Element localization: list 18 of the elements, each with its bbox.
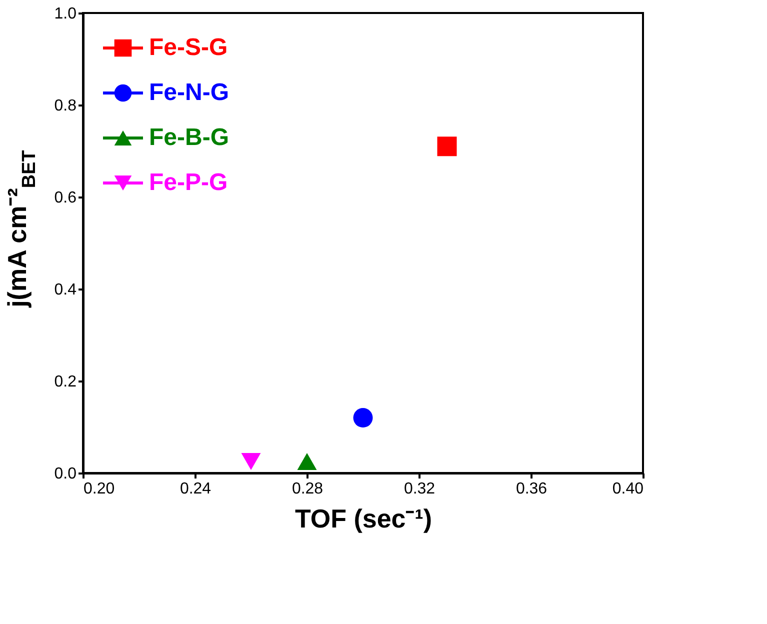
- x-axis-title: TOF (sec⁻¹): [294, 504, 432, 534]
- legend-label: Fe-P-G: [149, 169, 228, 196]
- y-tick-label: 0.4: [54, 282, 77, 298]
- legend-label: Fe-B-G: [149, 124, 229, 151]
- legend-label: Fe-N-G: [149, 79, 229, 106]
- x-tick-label: 0.28: [292, 480, 324, 498]
- y-tick-label: 0.2: [54, 374, 77, 390]
- y-tick-label: 1.0: [54, 6, 77, 22]
- legend-label: Fe-S-G: [149, 34, 228, 61]
- x-tick-label: 0.32: [404, 480, 436, 498]
- x-tick-label: 0.36: [516, 480, 548, 498]
- y-tick-label: 0.0: [54, 466, 77, 482]
- x-tick-label: 0.20: [84, 480, 115, 498]
- x-tick-label: 0.24: [180, 480, 212, 498]
- y-tick-label: 0.8: [54, 98, 77, 114]
- y-axis-title: j(mA cm⁻²BET: [2, 150, 40, 308]
- x-tick-label: 0.40: [612, 480, 644, 498]
- y-tick-label: 0.6: [54, 190, 77, 206]
